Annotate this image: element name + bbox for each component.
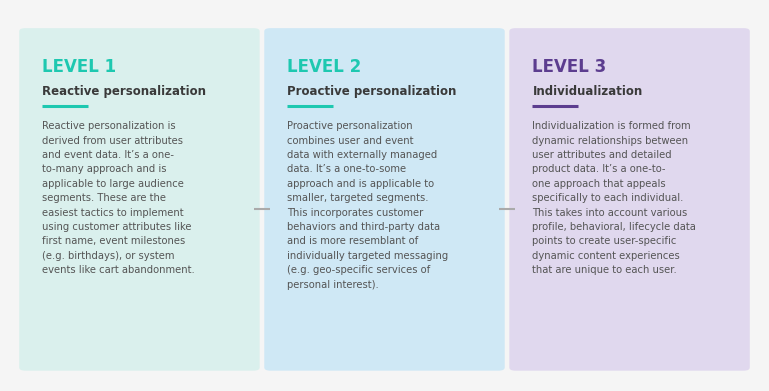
- Text: Reactive personalization: Reactive personalization: [42, 85, 206, 98]
- Text: LEVEL 3: LEVEL 3: [532, 58, 607, 76]
- FancyBboxPatch shape: [509, 28, 750, 371]
- Text: Proactive personalization: Proactive personalization: [288, 85, 457, 98]
- Text: LEVEL 2: LEVEL 2: [288, 58, 361, 76]
- Text: Individualization: Individualization: [532, 85, 643, 98]
- FancyBboxPatch shape: [19, 28, 260, 371]
- Text: Individualization is formed from
dynamic relationships between
user attributes a: Individualization is formed from dynamic…: [532, 121, 696, 275]
- Text: LEVEL 1: LEVEL 1: [42, 58, 116, 76]
- Text: Proactive personalization
combines user and event
data with externally managed
d: Proactive personalization combines user …: [288, 121, 448, 290]
- Text: Reactive personalization is
derived from user attributes
and event data. It’s a : Reactive personalization is derived from…: [42, 121, 195, 275]
- FancyBboxPatch shape: [265, 28, 504, 371]
